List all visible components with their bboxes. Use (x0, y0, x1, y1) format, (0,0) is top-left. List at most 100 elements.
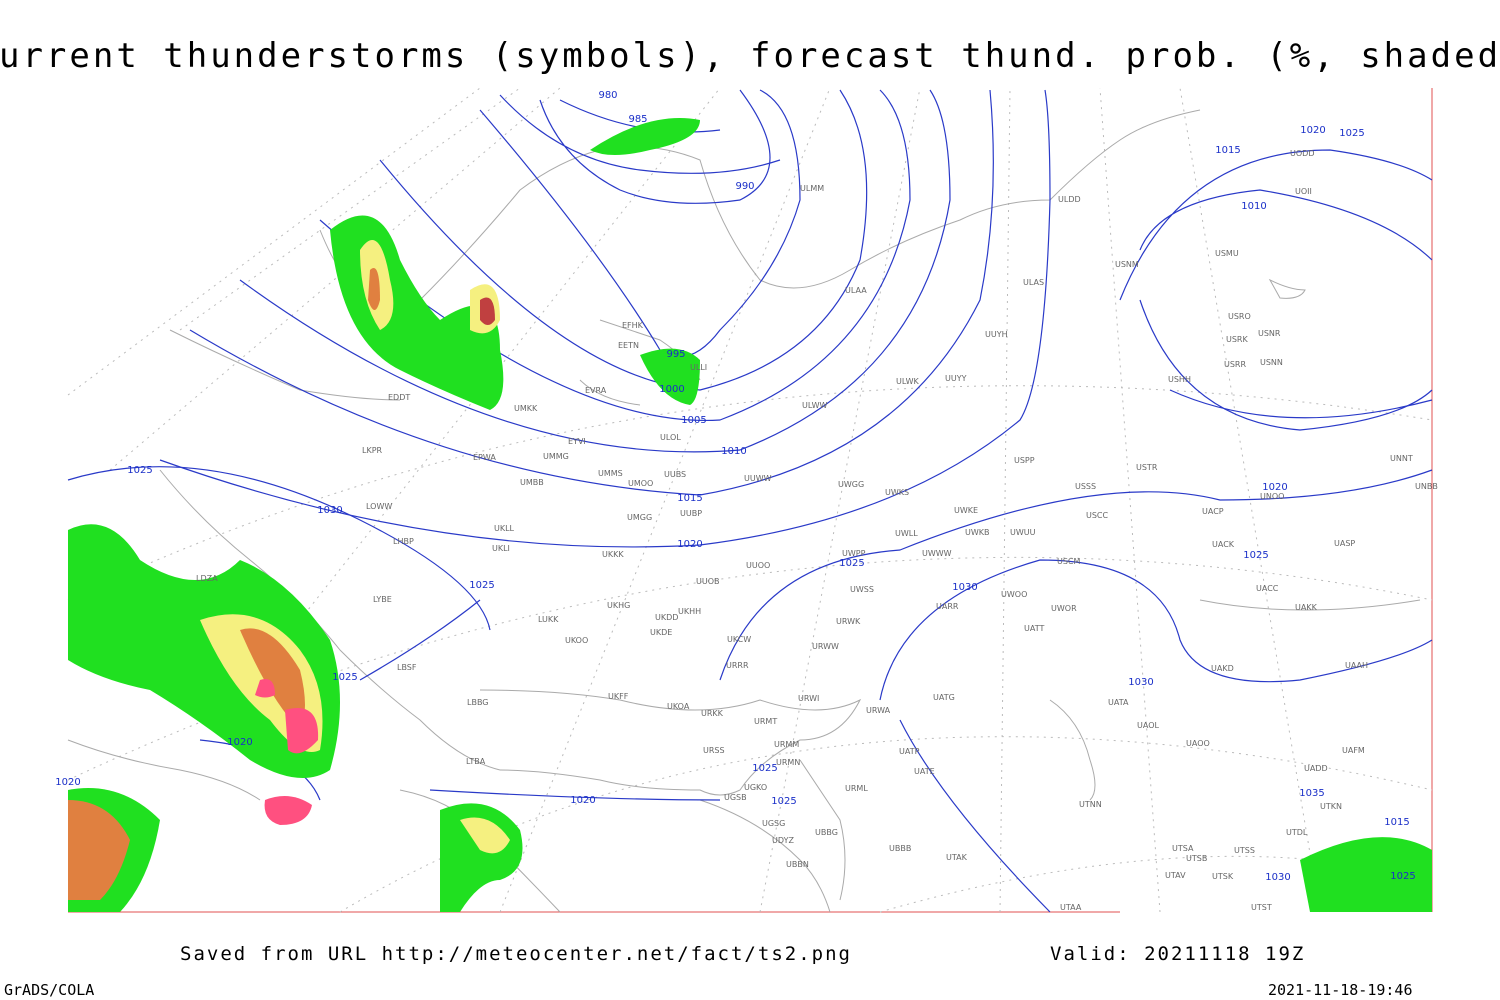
station-label: LUKK (538, 615, 559, 624)
station-label: EVRA (585, 386, 607, 395)
station-label: UACK (1212, 540, 1235, 549)
station-label: ULLI (690, 363, 707, 372)
station-label: USCC (1086, 511, 1109, 520)
isobar-label: 1025 (1339, 128, 1364, 139)
station-label: UAOL (1137, 721, 1159, 730)
station-label: UTDL (1286, 828, 1308, 837)
precipitation-shading (68, 118, 1432, 912)
station-label: UWPP (842, 549, 866, 558)
station-label: URML (845, 784, 868, 793)
station-label: UMGG (627, 513, 652, 522)
station-label: EETN (618, 341, 639, 350)
station-label: UMMG (543, 452, 569, 461)
station-label: UUBS (664, 470, 686, 479)
station-label: USCM (1057, 557, 1081, 566)
isobar-label: 1020 (227, 737, 252, 748)
isobar-label: 1020 (677, 539, 702, 550)
station-label: UAAH (1345, 661, 1368, 670)
station-label: UAFM (1342, 746, 1365, 755)
station-label: UTAA (1060, 903, 1082, 912)
station-label: ULDD (1058, 195, 1081, 204)
station-label: UBBG (815, 828, 838, 837)
station-label: ULAA (845, 286, 867, 295)
station-label: ULWK (896, 377, 919, 386)
station-label: UKFF (608, 692, 629, 701)
station-label: EPWA (473, 453, 496, 462)
isobar-label: 1000 (659, 384, 684, 395)
isobar-label: 1030 (317, 505, 342, 516)
station-label: URWW (812, 642, 839, 651)
isobar-label: 1030 (952, 582, 977, 593)
station-label: UWUU (1010, 528, 1036, 537)
isobar-label: 980 (598, 90, 617, 101)
station-labels: ULMM ULDD UODD UOII USNM USMU USRO USRK USNR USRR… (196, 149, 1438, 912)
isobar-labels: 980 985 990 995 1000 1005 1010 1015 1020 1025 1030… (55, 90, 1415, 883)
isobar-label: 1025 (839, 558, 864, 569)
station-label: UWGG (838, 480, 864, 489)
station-label: UTAV (1165, 871, 1186, 880)
valid-time: Valid: 20211118 19Z (1050, 943, 1305, 965)
station-label: UKLI (492, 544, 510, 553)
isobar-label: 1010 (721, 446, 746, 457)
station-label: URMM (774, 740, 799, 749)
isobar-label: 1025 (1243, 550, 1268, 561)
station-label: LBBG (467, 698, 489, 707)
isobar-label: 1025 (752, 763, 777, 774)
station-label: UKKK (602, 550, 624, 559)
isobar-label: 1015 (1384, 817, 1409, 828)
station-label: USRR (1224, 360, 1246, 369)
isobar-label: 1035 (1299, 788, 1324, 799)
station-label: LBSF (397, 663, 417, 672)
station-label: UDYZ (772, 836, 794, 845)
station-label: URRR (726, 661, 749, 670)
isobar-label: 1015 (677, 493, 702, 504)
station-label: UTSS (1234, 846, 1255, 855)
station-label: URWI (798, 694, 819, 703)
station-label: LOWW (366, 502, 392, 511)
isobar-label: 1020 (1262, 482, 1287, 493)
station-label: UATG (933, 693, 955, 702)
station-label: UKLL (494, 524, 515, 533)
station-label: UARR (936, 602, 959, 611)
station-label: UUYY (945, 374, 967, 383)
station-label: ULAS (1023, 278, 1044, 287)
source-url: Saved from URL http://meteocenter.net/fa… (180, 943, 852, 965)
station-label: URWA (866, 706, 891, 715)
station-label: USNN (1260, 358, 1283, 367)
station-label: USSS (1075, 482, 1096, 491)
station-label: ULMM (800, 184, 824, 193)
station-label: UAKK (1295, 603, 1318, 612)
station-label: UKCW (727, 635, 751, 644)
station-label: UWKE (954, 506, 978, 515)
station-label: UNNT (1390, 454, 1413, 463)
isobar-label: 1030 (1128, 677, 1153, 688)
station-label: UAKD (1211, 664, 1234, 673)
station-label: UADD (1304, 764, 1328, 773)
isobar-label: 990 (735, 181, 754, 192)
isobar-label: 985 (628, 114, 647, 125)
station-label: UKHG (607, 601, 630, 610)
timestamp: 2021-11-18-19:46 (1268, 981, 1413, 999)
isobar-label: 1020 (1300, 125, 1325, 136)
station-label: UUBP (680, 509, 702, 518)
station-label: URSS (703, 746, 725, 755)
station-label: UTAK (946, 853, 968, 862)
station-label: UKDD (655, 613, 678, 622)
station-label: URMT (754, 717, 777, 726)
station-label: URWK (836, 617, 861, 626)
station-label: USHH (1168, 375, 1191, 384)
station-label: ULOL (660, 433, 681, 442)
station-label: UATP (899, 747, 920, 756)
station-label: UNBB (1415, 482, 1438, 491)
station-label: UTSA (1172, 844, 1194, 853)
station-label: UOII (1295, 187, 1312, 196)
station-label: UATE (914, 767, 935, 776)
station-label: UMBB (520, 478, 544, 487)
station-label: UMOO (628, 479, 653, 488)
station-label: LHBP (393, 537, 414, 546)
station-label: UWWW (922, 549, 952, 558)
station-label: LYBE (373, 595, 392, 604)
isobar-label: 1030 (1265, 872, 1290, 883)
station-label: UWOO (1001, 590, 1027, 599)
